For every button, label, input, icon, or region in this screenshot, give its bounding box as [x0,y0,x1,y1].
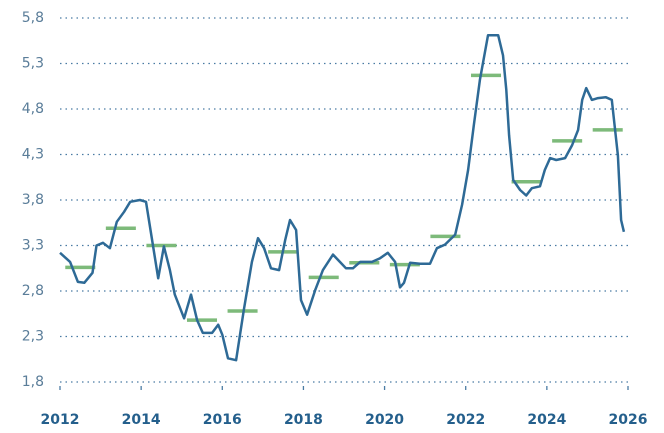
y-tick-label: 4,3 [22,147,44,163]
y-tick-label: 2,8 [22,283,44,299]
y-tick-label: 3,8 [22,192,44,208]
x-tick-label: 2016 [203,412,242,428]
y-tick-label: 5,8 [22,10,44,26]
y-tick-label: 1,8 [22,374,44,390]
y-tick-label: 3,3 [22,238,44,254]
x-tick-label: 2026 [609,412,648,428]
x-tick-label: 2022 [446,412,485,428]
line [59,34,626,362]
x-tick-label: 2024 [527,412,566,428]
x-tick-label: 2018 [284,412,323,428]
y-tick-label: 4,8 [22,101,44,117]
x-tick-label: 2020 [365,412,404,428]
y-tick-label: 2,3 [22,329,44,345]
x-tick-label: 2012 [41,412,80,428]
y-tick-label: 5,3 [22,56,44,72]
x-tick-label: 2014 [122,412,161,428]
